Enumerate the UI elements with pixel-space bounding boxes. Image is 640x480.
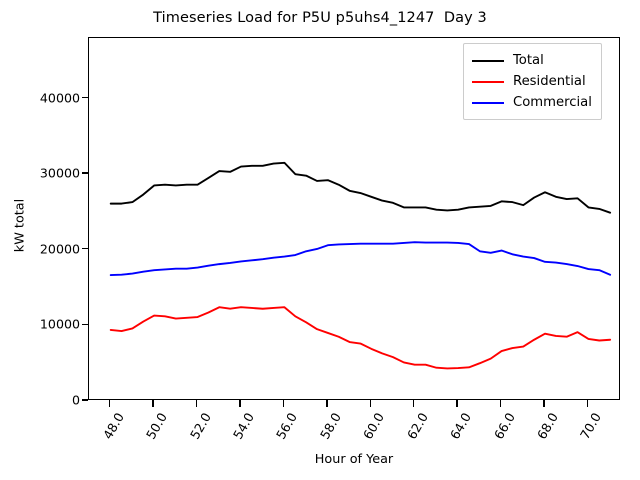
- series-line-commercial: [109, 241, 612, 277]
- y-tick-mark: [81, 248, 88, 250]
- legend-label: Commercial: [513, 95, 592, 110]
- x-tick-mark: [413, 400, 415, 407]
- legend-line-swatch: [472, 80, 504, 83]
- y-tick-mark: [81, 96, 88, 99]
- x-tick-mark: [543, 400, 545, 407]
- y-tick-label: 30000: [39, 165, 80, 181]
- y-tick-mark: [81, 323, 88, 326]
- series-line-residential: [109, 306, 612, 370]
- series-line-total: [109, 161, 612, 214]
- y-tick-label: 40000: [39, 90, 80, 105]
- x-tick-mark: [456, 400, 458, 407]
- legend-label: Residential: [513, 74, 586, 89]
- x-tick-mark: [369, 400, 371, 407]
- y-tick-label: 10000: [39, 316, 80, 332]
- legend-line-swatch: [472, 59, 504, 62]
- x-tick-mark: [586, 400, 589, 407]
- x-tick-mark: [195, 400, 198, 407]
- chart-legend: Total Residential Commercial: [463, 43, 602, 120]
- x-tick-mark: [326, 400, 328, 407]
- x-tick-mark: [109, 400, 111, 407]
- y-tick-mark: [81, 172, 88, 174]
- x-tick-mark: [499, 400, 502, 407]
- x-tick-label: 48.0: [99, 410, 127, 442]
- legend-item: Total: [472, 50, 592, 71]
- y-tick-label: 0: [71, 392, 80, 408]
- y-axis-label: kW total: [12, 198, 28, 253]
- x-tick-mark: [239, 400, 241, 407]
- y-tick-label: 20000: [39, 241, 80, 257]
- page-title: Timeseries Load for P5U p5uhs4_1247 Day …: [153, 10, 487, 26]
- x-tick-mark: [152, 400, 154, 407]
- legend-label: Total: [513, 53, 544, 68]
- y-tick-mark: [81, 399, 88, 401]
- legend-item: Residential: [472, 71, 592, 92]
- x-tick-mark: [282, 400, 285, 407]
- x-axis-label: Hour of Year: [314, 452, 394, 467]
- legend-item: Commercial: [472, 92, 592, 113]
- legend-line-swatch: [472, 101, 504, 104]
- series-canvas: [109, 161, 612, 370]
